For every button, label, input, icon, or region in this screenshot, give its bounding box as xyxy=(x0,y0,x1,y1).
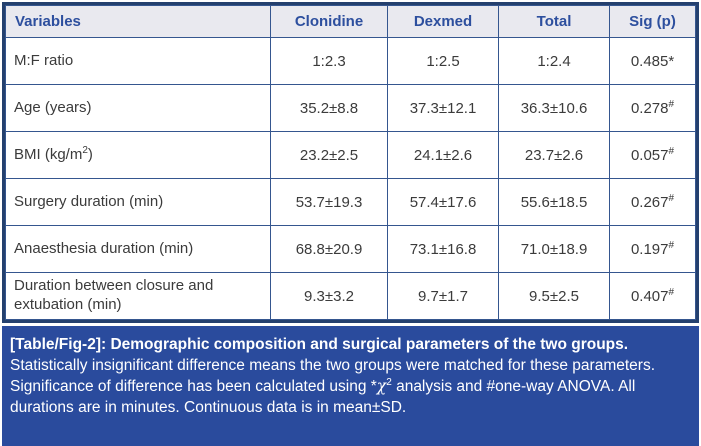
cell-variable: M:F ratio xyxy=(5,37,271,85)
cell-dexmed: 73.1±16.8 xyxy=(387,225,499,273)
cell-dexmed: 37.3±12.1 xyxy=(387,84,499,132)
cell-clonidine: 23.2±2.5 xyxy=(270,131,388,179)
header-cell-dexmed: Dexmed xyxy=(387,5,499,38)
cell-variable: Surgery duration (min) xyxy=(5,178,271,226)
table-row: M:F ratio 1:2.3 1:2.5 1:2.4 0.485* xyxy=(5,37,696,85)
table-header: Variables Clonidine Dexmed Total Sig (p) xyxy=(5,5,696,38)
demographics-table-frame: Variables Clonidine Dexmed Total Sig (p)… xyxy=(2,2,699,323)
header-cell-sig: Sig (p) xyxy=(609,5,696,38)
cell-clonidine: 9.3±3.2 xyxy=(270,272,388,320)
cell-dexmed: 24.1±2.6 xyxy=(387,131,499,179)
demographics-table: Variables Clonidine Dexmed Total Sig (p)… xyxy=(5,5,696,320)
cell-clonidine: 68.8±20.9 xyxy=(270,225,388,273)
table-row: Age (years) 35.2±8.8 37.3±12.1 36.3±10.6 0.2… xyxy=(5,84,696,132)
cell-variable: Anaesthesia duration (min) xyxy=(5,225,271,273)
cell-sig: 0.278# xyxy=(609,84,696,132)
cell-variable: BMI (kg/m2) xyxy=(5,131,271,179)
header-cell-variables: Variables xyxy=(5,5,271,38)
table-row: Surgery duration (min) 53.7±19.3 57.4±17.6… xyxy=(5,178,696,226)
cell-total: 36.3±10.6 xyxy=(498,84,610,132)
table-row: BMI (kg/m2) 23.2±2.5 24.1±2.6 23.7±2.6 0.057… xyxy=(5,131,696,179)
cell-sig: 0.485* xyxy=(609,37,696,85)
cell-total: 71.0±18.9 xyxy=(498,225,610,273)
cell-sig: 0.407# xyxy=(609,272,696,320)
cell-dexmed: 1:2.5 xyxy=(387,37,499,85)
cell-dexmed: 57.4±17.6 xyxy=(387,178,499,226)
table-body: M:F ratio 1:2.3 1:2.5 1:2.4 0.485* Age (years… xyxy=(5,37,696,320)
cell-clonidine: 1:2.3 xyxy=(270,37,388,85)
table-caption: [Table/Fig-2]: Demographic composition a… xyxy=(2,326,699,446)
cell-total: 1:2.4 xyxy=(498,37,610,85)
header-cell-clonidine: Clonidine xyxy=(270,5,388,38)
cell-sig: 0.057# xyxy=(609,131,696,179)
cell-sig: 0.267# xyxy=(609,178,696,226)
header-cell-total: Total xyxy=(498,5,610,38)
cell-total: 23.7±2.6 xyxy=(498,131,610,179)
caption-text-1: Statistically insignificant difference m… xyxy=(10,357,656,396)
cell-sig: 0.197# xyxy=(609,225,696,273)
cell-variable: Duration between closure and extubation … xyxy=(5,272,271,320)
table-row: Duration between closure and extubation … xyxy=(5,272,696,320)
header-row: Variables Clonidine Dexmed Total Sig (p) xyxy=(5,5,696,38)
caption-title: [Table/Fig-2]: Demographic composition a… xyxy=(10,336,629,353)
chi-superscript: 2 xyxy=(386,377,392,388)
cell-clonidine: 53.7±19.3 xyxy=(270,178,388,226)
chi-symbol: χ xyxy=(376,377,387,396)
cell-total: 55.6±18.5 xyxy=(498,178,610,226)
table-row: Anaesthesia duration (min) 68.8±20.9 73.1±… xyxy=(5,225,696,273)
cell-total: 9.5±2.5 xyxy=(498,272,610,320)
caption-text-2: analysis and #one-way ANOVA. All duratio… xyxy=(10,378,636,417)
cell-dexmed: 9.7±1.7 xyxy=(387,272,499,320)
cell-clonidine: 35.2±8.8 xyxy=(270,84,388,132)
cell-variable: Age (years) xyxy=(5,84,271,132)
